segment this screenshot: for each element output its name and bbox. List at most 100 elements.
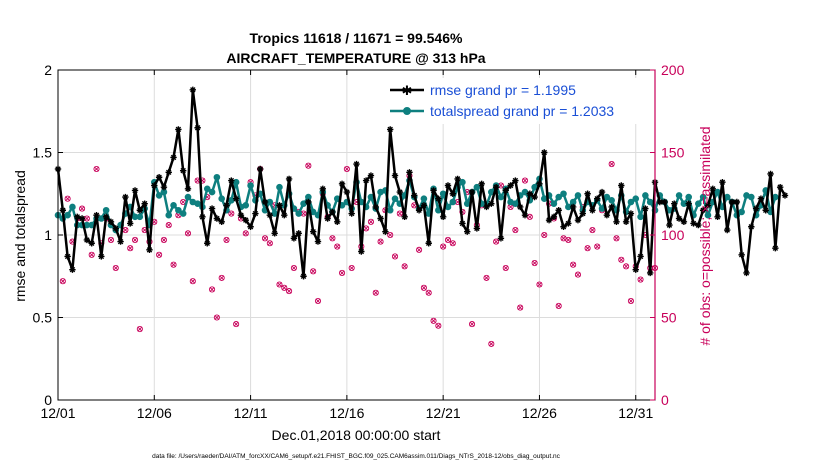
totalspread-point: [675, 192, 683, 199]
obs-possible-marker: [334, 243, 341, 250]
obs-possible-marker: [189, 278, 196, 285]
rmse-point: [237, 212, 245, 219]
totalspread-point: [136, 213, 144, 221]
obs-assimilated-marker: [89, 252, 95, 258]
obs-assimilated-marker: [508, 204, 514, 210]
obs-possible-marker: [59, 278, 66, 285]
rmse-point: [382, 228, 389, 235]
obs-possible-marker: [401, 263, 408, 270]
y-right-tick-label: 0: [661, 392, 669, 408]
obs-assimilated-marker: [445, 237, 451, 243]
obs-possible-marker: [594, 243, 601, 250]
obs-possible-marker: [367, 218, 374, 225]
obs-count-point: [160, 236, 167, 243]
series-layer: [54, 86, 789, 347]
obs-count-point: [594, 243, 601, 250]
obs-count-point: [329, 235, 336, 242]
rmse-point: [257, 165, 264, 173]
rmse-point: [444, 182, 452, 189]
obs-count-point: [521, 177, 529, 184]
totalspread-point: [247, 182, 254, 189]
footer-data-file: data file: /Users/raeder/DAI/ATM_forcXX/…: [152, 453, 561, 460]
obs-possible-marker: [541, 231, 548, 239]
rmse-point: [497, 235, 505, 242]
obs-count-point: [343, 165, 350, 173]
totalspread-point: [512, 200, 519, 207]
obs-count-point: [64, 195, 71, 202]
obs-count-point: [444, 236, 452, 243]
obs-count-point: [281, 284, 288, 291]
obs-count-point: [165, 222, 172, 229]
obs-possible-marker: [160, 236, 167, 243]
rmse-point: [78, 215, 86, 222]
rmse-point: [329, 208, 336, 216]
obs-count-point: [184, 230, 192, 237]
obs-count-point: [377, 238, 384, 245]
obs-assimilated-marker: [368, 219, 374, 225]
obs-possible-marker: [555, 302, 562, 310]
obs-count-point: [218, 274, 225, 281]
obs-assimilated-marker: [108, 237, 114, 243]
rmse-point: [464, 228, 471, 235]
obs-possible-marker: [343, 165, 350, 173]
obs-possible-marker: [396, 210, 403, 217]
obs-assimilated-marker: [373, 290, 379, 296]
obs-count-point: [189, 278, 196, 285]
rmse-point: [117, 238, 124, 245]
obs-count-point: [468, 321, 476, 328]
rmse-point: [401, 213, 408, 221]
obs-count-point: [112, 264, 119, 272]
rmse-point: [646, 269, 654, 277]
obs-assimilated-marker: [171, 262, 177, 268]
obs-possible-marker: [131, 236, 139, 243]
rmse-point: [358, 248, 365, 255]
rmse-point: [353, 160, 360, 168]
obs-assimilated-marker: [113, 265, 119, 271]
obs-count-point: [502, 264, 509, 272]
obs-assimilated-marker: [618, 257, 624, 263]
rmse-point: [560, 223, 567, 230]
obs-possible-marker: [233, 321, 240, 328]
rmse-point: [435, 195, 442, 202]
rmse-point: [507, 182, 514, 189]
y-tick-label: 1.5: [33, 145, 53, 161]
obs-assimilated-marker: [527, 214, 533, 220]
obs-possible-marker: [228, 210, 235, 217]
obs-count-point: [93, 165, 100, 173]
obs-count-point: [310, 268, 317, 275]
x-tick-label: 12/06: [137, 405, 172, 421]
rmse-point: [107, 218, 115, 225]
rmse-point: [102, 213, 110, 221]
obs-count-point: [618, 256, 625, 263]
obs-assimilated-marker: [536, 281, 542, 288]
obs-possible-marker: [565, 236, 572, 243]
obs-assimilated-marker: [185, 230, 191, 236]
rmse-point: [74, 213, 81, 221]
obs-count-point: [536, 281, 543, 288]
rmse-point: [314, 238, 322, 245]
rmse-point: [194, 124, 201, 131]
rmse-point: [642, 205, 649, 212]
obs-count-point: [228, 210, 235, 217]
y-tick-label: 1: [44, 227, 52, 243]
obs-possible-marker: [184, 230, 192, 237]
rmse-point: [300, 273, 307, 280]
rmse-point: [199, 213, 206, 221]
obs-count-point: [613, 235, 620, 242]
rmse-point: [83, 236, 91, 244]
obs-assimilated-marker: [127, 245, 133, 251]
obs-possible-marker: [107, 236, 115, 243]
totalspread-point: [747, 193, 755, 201]
obs-assimilated-marker: [339, 270, 345, 276]
obs-possible-marker: [266, 240, 273, 247]
totalspread-point: [642, 192, 649, 199]
obs-assimilated-marker: [421, 285, 427, 291]
rmse-point: [733, 198, 741, 206]
obs-count-point: [59, 278, 66, 285]
rmse-point: [160, 183, 168, 191]
obs-count-point: [483, 274, 490, 281]
rmse-point: [218, 218, 225, 225]
obs-count-point: [233, 321, 240, 328]
totalspread-point: [704, 211, 712, 219]
